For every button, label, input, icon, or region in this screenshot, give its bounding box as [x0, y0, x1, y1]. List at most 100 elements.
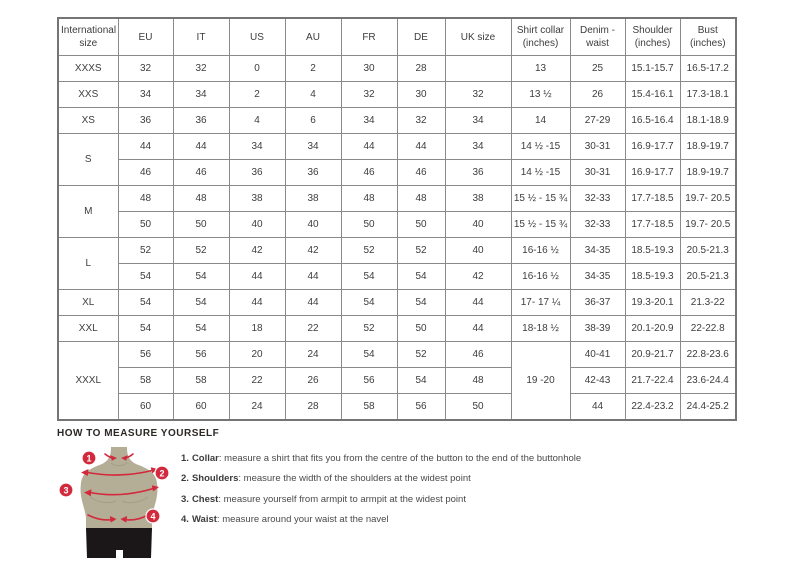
- size-cell: 23.6-24.4: [679, 367, 737, 394]
- size-cell: 34: [284, 133, 342, 160]
- header-international-size: International size: [57, 17, 119, 56]
- table-row-s-2: 46 46 36 36 46 46 36 14 ½ -15 30-31 16.9…: [58, 159, 737, 186]
- measure-step-collar: 1. Collar: measure a shirt that fits you …: [181, 453, 581, 465]
- size-cell: 54: [117, 263, 174, 290]
- size-cell: 18: [228, 315, 286, 342]
- header-eu: EU: [117, 17, 174, 56]
- size-cell: 48: [396, 185, 446, 212]
- step-label: Collar: [191, 453, 219, 464]
- size-cell: 15 ½ - 15 ¾: [510, 211, 571, 238]
- size-cell: 46: [117, 159, 174, 186]
- size-cell: 14 ½ -15: [510, 159, 571, 186]
- collar-measure-arrow: [104, 453, 134, 461]
- size-cell: 19.3-20.1: [624, 289, 681, 316]
- size-cell: 40: [284, 211, 342, 238]
- size-cell: 16.5-17.2: [679, 55, 737, 82]
- header-fr: FR: [340, 17, 398, 56]
- size-cell: XL: [57, 289, 119, 316]
- header-bust: Bust (inches): [679, 17, 737, 56]
- header-us: US: [228, 17, 286, 56]
- size-cell: 44: [117, 133, 174, 160]
- size-cell: 18.5-19.3: [624, 263, 681, 290]
- size-cell: 54: [340, 341, 398, 368]
- size-cell: 17- 17 ¼: [510, 289, 571, 316]
- size-cell: 38: [228, 185, 286, 212]
- step-description: : measure around your waist at the navel: [216, 514, 389, 526]
- mannequin-shorts: [86, 528, 152, 558]
- size-cell: 52: [172, 237, 230, 264]
- step-label: Chest: [191, 493, 219, 505]
- size-cell: 20.9-21.7: [624, 341, 681, 368]
- size-cell: 15 ½ - 15 ¾: [510, 185, 571, 212]
- header-denim-waist: Denim - waist: [569, 17, 626, 56]
- size-cell: 48: [172, 185, 230, 212]
- size-cell: 32-33: [569, 211, 626, 238]
- mannequin-neck-line: [110, 462, 128, 467]
- size-cell: 27-29: [569, 107, 626, 134]
- marker-4: 4: [145, 508, 161, 524]
- size-cell: 48: [340, 185, 398, 212]
- mannequin-figure: 1 2 3 4: [58, 447, 170, 558]
- table-row-xxxs: XXXS 32 32 0 2 30 28 13 25 15.1-15.7 16.…: [57, 55, 737, 82]
- measure-step-chest: 3. Chest: measure yourself from armpit to…: [181, 494, 581, 506]
- size-cell: 20: [228, 341, 286, 368]
- size-cell: 36: [117, 107, 174, 134]
- step-number: 1.: [181, 453, 189, 464]
- header-row: International size EU IT US AU FR DE UK …: [57, 17, 737, 56]
- size-cell: 40: [228, 211, 286, 238]
- size-cell: 19.7- 20.5: [679, 185, 737, 212]
- header-shoulder: Shoulder (inches): [624, 17, 681, 56]
- mannequin-chest-line: [89, 496, 149, 504]
- step-description: : measure the width of the shoulders at …: [238, 473, 471, 485]
- size-cell: 16-16 ½: [510, 237, 571, 264]
- table-row-xxxl-3: 60 60 24 28 58 56 50 44 22.4-23.2 24.4-2…: [58, 393, 737, 421]
- size-cell: 60: [172, 393, 230, 421]
- size-cell: 40: [444, 237, 512, 264]
- size-cell: XXS: [57, 81, 119, 108]
- size-cell: 52: [340, 315, 398, 342]
- size-cell: 54: [340, 289, 398, 316]
- size-cell: 48: [117, 185, 174, 212]
- size-cell: 34: [444, 133, 512, 160]
- size-cell: 54: [172, 263, 230, 290]
- size-cell: 16.9-17.7: [624, 133, 681, 160]
- size-cell: 58: [117, 367, 174, 394]
- size-cell: 52: [396, 237, 446, 264]
- mannequin-torso: [80, 447, 158, 531]
- measure-steps-list: 1. Collar: measure a shirt that fits you …: [181, 453, 581, 535]
- size-cell: 24.4-25.2: [679, 393, 737, 421]
- size-cell: 4: [284, 81, 342, 108]
- svg-text:1: 1: [86, 453, 91, 463]
- size-cell: 60: [117, 393, 174, 421]
- marker-1: 1: [81, 450, 97, 466]
- size-cell: 48: [444, 367, 512, 394]
- size-cell: 54: [396, 367, 446, 394]
- size-cell: 22.4-23.2: [624, 393, 681, 421]
- size-cell: 38: [444, 185, 512, 212]
- size-cell: 18.1-18.9: [679, 107, 737, 134]
- size-chart-section: International size EU IT US AU FR DE UK …: [57, 17, 737, 421]
- size-cell: 30: [396, 81, 446, 108]
- size-cell: 16.9-17.7: [624, 159, 681, 186]
- measure-step-waist: 4. Waist: measure around your waist at th…: [181, 514, 581, 526]
- size-cell: 34: [117, 81, 174, 108]
- size-cell: 50: [117, 211, 174, 238]
- size-cell: 6: [284, 107, 342, 134]
- size-cell-group: S: [57, 133, 119, 186]
- size-cell: 19.7- 20.5: [679, 211, 737, 238]
- step-description: : measure a shirt that fits you from the…: [218, 453, 582, 464]
- size-cell: 13 ½: [510, 81, 571, 108]
- size-cell: 36: [228, 159, 286, 186]
- size-cell: 32: [172, 55, 230, 82]
- size-cell: 56: [172, 341, 230, 368]
- size-cell: 56: [340, 367, 398, 394]
- chest-measure-arrow: [84, 485, 159, 497]
- size-cell: 22: [228, 367, 286, 394]
- step-number: 4.: [181, 514, 189, 526]
- size-cell: 40-41: [569, 341, 626, 368]
- size-cell: 44: [444, 315, 512, 342]
- svg-text:4: 4: [150, 511, 155, 521]
- size-cell: 34: [172, 81, 230, 108]
- size-cell: 14 ½ -15: [510, 133, 571, 160]
- size-cell: 46: [396, 159, 446, 186]
